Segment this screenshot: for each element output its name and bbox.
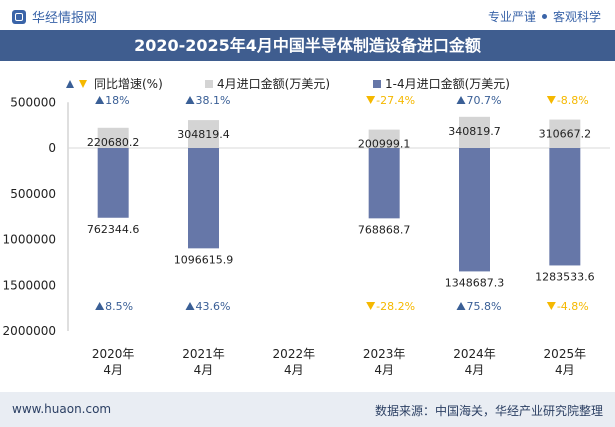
brand-logo-icon bbox=[12, 9, 26, 24]
slogan: 专业严谨 客观科学 bbox=[488, 8, 601, 25]
legend-label: 4月进口金额(万美元) bbox=[217, 76, 330, 91]
growth-ytd-down-triangle-icon bbox=[546, 302, 556, 310]
bar-monthly bbox=[188, 120, 219, 148]
y-tick-label: 1500000 bbox=[3, 278, 56, 292]
growth-ytd-down-triangle-icon bbox=[366, 302, 376, 310]
data-label-ytd: 1283533.6 bbox=[535, 270, 595, 283]
y-tick-label: 2000000 bbox=[3, 324, 56, 338]
y-tick-label: 0 bbox=[48, 141, 56, 155]
bar-monthly bbox=[459, 116, 490, 148]
data-label-ytd: 1348687.3 bbox=[445, 276, 505, 289]
legend-swatch bbox=[205, 80, 213, 88]
growth-ytd-label: -28.2% bbox=[376, 300, 415, 313]
bar-ytd bbox=[97, 148, 129, 218]
y-tick-label: 500000 bbox=[10, 187, 56, 201]
growth-monthly-label: -27.4% bbox=[376, 94, 415, 107]
top-bar: 华经情报网 专业严谨 客观科学 bbox=[0, 0, 615, 30]
growth-monthly-label: 18% bbox=[105, 94, 129, 107]
growth-monthly-label: -8.8% bbox=[557, 94, 589, 107]
x-tick-label: 2023年 bbox=[363, 347, 406, 361]
growth-monthly-down-triangle-icon bbox=[546, 96, 556, 104]
growth-monthly-up-triangle-icon bbox=[185, 96, 195, 104]
x-tick-label: 2024年 bbox=[453, 347, 496, 361]
growth-monthly-label: 38.1% bbox=[196, 94, 231, 107]
x-tick-label: 2025年 bbox=[544, 347, 587, 361]
brand: 华经情报网 bbox=[12, 7, 97, 26]
footer: www.huaon.com 数据来源：中国海关，华经产业研究院整理 bbox=[0, 392, 615, 427]
legend-swatch bbox=[373, 80, 381, 88]
growth-monthly-up-triangle-icon bbox=[95, 96, 105, 104]
chart: 500000 0 500000 1000000 1500000 2000000 同比增速(%… bbox=[3, 76, 610, 377]
y-tick-label: 500000 bbox=[10, 95, 56, 109]
x-tick-label: 4月 bbox=[555, 363, 575, 377]
data-label-monthly: 310667.2 bbox=[539, 128, 592, 141]
data-label-monthly: 200999.1 bbox=[358, 138, 411, 151]
growth-ytd-label: 75.8% bbox=[467, 300, 502, 313]
legend-label: 同比增速(%) bbox=[94, 77, 163, 91]
data-label-ytd: 768868.7 bbox=[358, 223, 411, 236]
footer-source: 数据来源：中国海关，华经产业研究院整理 bbox=[374, 404, 603, 418]
growth-monthly-label: 70.7% bbox=[467, 94, 502, 107]
brand-name: 华经情报网 bbox=[32, 11, 98, 26]
x-tick-label: 2020年 bbox=[92, 347, 135, 361]
data-label-monthly: 220680.2 bbox=[87, 136, 140, 149]
slogan-2: 客观科学 bbox=[552, 10, 601, 24]
footer-website: www.huaon.com bbox=[12, 402, 112, 416]
dot-icon bbox=[541, 14, 547, 19]
x-tick-label: 4月 bbox=[103, 363, 123, 377]
x-tick-label: 4月 bbox=[374, 363, 394, 377]
bar-monthly bbox=[97, 127, 129, 148]
growth-ytd-label: -4.8% bbox=[557, 300, 589, 313]
slogan-1: 专业严谨 bbox=[487, 10, 536, 24]
bar-monthly bbox=[549, 119, 581, 148]
x-tick-label: 2021年 bbox=[182, 347, 225, 361]
legend-down-triangle-icon bbox=[79, 80, 87, 88]
growth-ytd-up-triangle-icon bbox=[456, 302, 466, 310]
legend-up-triangle-icon bbox=[66, 80, 74, 88]
bar-ytd bbox=[549, 148, 581, 266]
x-tick-label: 4月 bbox=[284, 363, 304, 377]
x-tick-label: 2022年 bbox=[273, 347, 316, 361]
x-tick-label: 4月 bbox=[194, 363, 214, 377]
y-tick-label: 1000000 bbox=[3, 233, 56, 247]
growth-ytd-label: 43.6% bbox=[196, 300, 231, 313]
legend-label: 1-4月进口金额(万美元) bbox=[385, 76, 510, 91]
data-label-ytd: 762344.6 bbox=[87, 223, 140, 236]
chart-title: 2020-2025年4月中国半导体制造设备进口金额 bbox=[0, 30, 615, 61]
data-label-monthly: 304819.4 bbox=[177, 128, 230, 141]
growth-ytd-label: 8.5% bbox=[105, 300, 133, 313]
bar-ytd bbox=[368, 148, 400, 219]
growth-ytd-up-triangle-icon bbox=[95, 302, 105, 310]
bar-ytd bbox=[459, 148, 490, 272]
growth-ytd-up-triangle-icon bbox=[185, 302, 195, 310]
bar-monthly bbox=[368, 129, 400, 148]
x-tick-label: 4月 bbox=[465, 363, 485, 377]
data-label-ytd: 1096615.9 bbox=[174, 253, 234, 266]
growth-monthly-down-triangle-icon bbox=[366, 96, 376, 104]
bar-ytd bbox=[188, 148, 219, 249]
data-label-monthly: 340819.7 bbox=[448, 125, 501, 138]
growth-monthly-up-triangle-icon bbox=[456, 96, 466, 104]
